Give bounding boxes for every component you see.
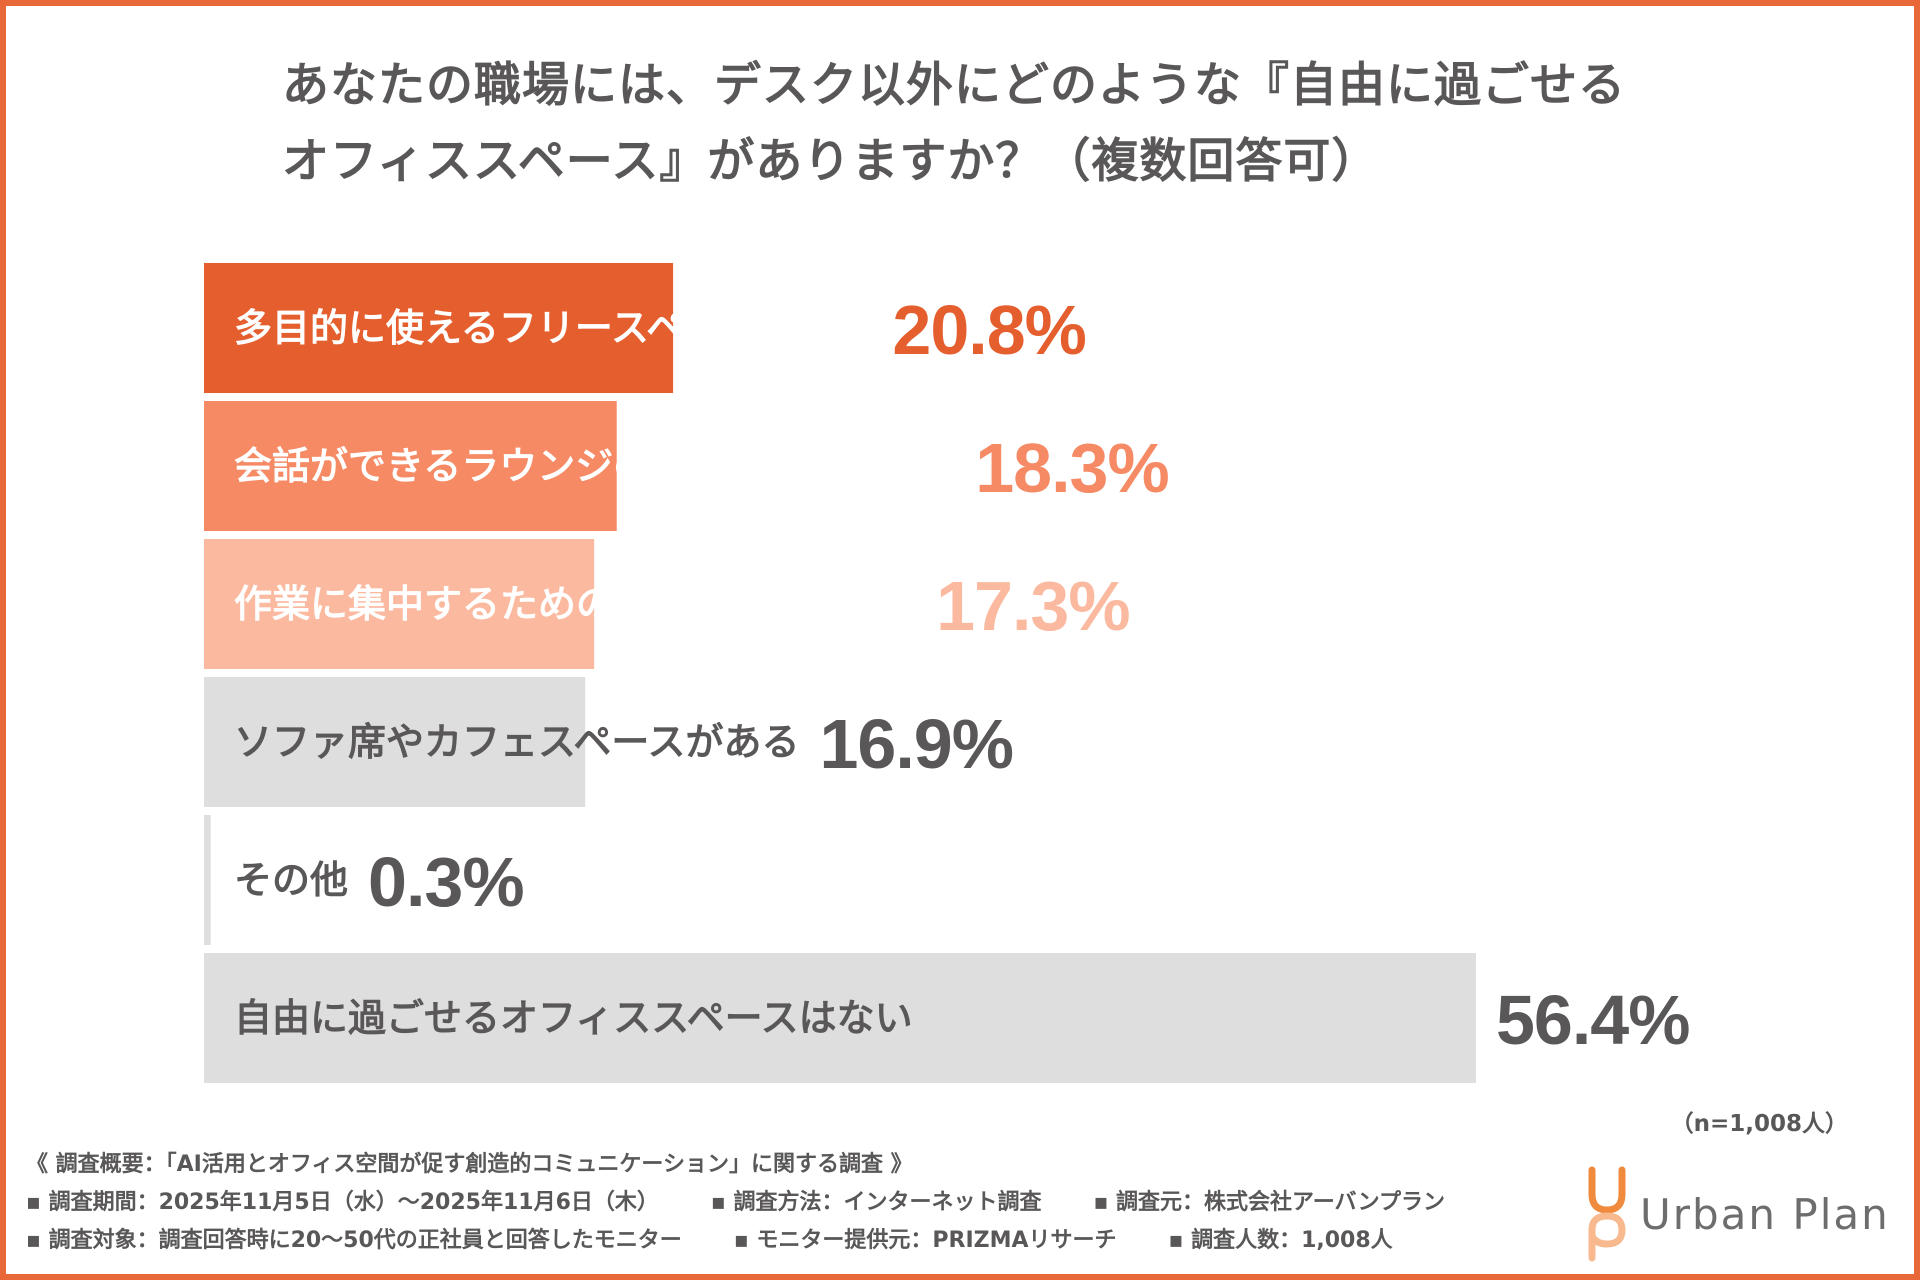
chart-title-line-1: あなたの職場には、デスク以外にどのような『自由に過ごせる [282,58,1626,113]
value-label-2: 18.3% [975,429,1168,507]
category-label-2: 会話ができるラウンジのような場所がある [234,444,955,488]
value-label-1: 20.8% [892,291,1085,369]
category-label-3: 作業に集中するための個別ブースがある [234,582,916,626]
survey-period: ▪ 調査期間：2025年11月5日（水）〜2025年11月6日（木） [26,1190,659,1215]
value-label-6: 56.4% [1496,981,1689,1059]
survey-provider: ▪ モニター提供元：PRIZMAリサーチ [733,1228,1117,1253]
urban-plan-logo-mark-icon [1588,1166,1626,1262]
survey-respondents: ▪ 調査人数：1,008人 [1168,1228,1393,1253]
category-label-4: ソファ席やカフェスペースがある [234,720,799,764]
bar-2 [204,401,617,531]
bar-1 [204,263,674,393]
survey-method: ▪ 調査方法：インターネット調査 [710,1190,1042,1215]
chart-title: あなたの職場には、デスク以外にどのような『自由に過ごせる オフィススペース』があ… [282,48,1682,200]
logo-text: Urban Plan [1640,1190,1890,1239]
value-label-5: 0.3% [368,843,524,921]
urban-plan-logo: Urban Plan [1582,1164,1892,1264]
bar-6 [204,953,1476,1083]
survey-target: ▪ 調査対象：調査回答時に20〜50代の正社員と回答したモニター [26,1228,682,1253]
sample-size-label: （n=1,008人） [1670,1111,1848,1137]
category-label-5: その他 [234,858,348,902]
value-label-3: 17.3% [936,567,1129,645]
bar-3 [204,539,595,669]
chart-title-line-2: オフィススペース』がありますか？（複数回答可） [282,134,1380,189]
value-label-4: 16.9% [819,705,1012,783]
category-label-1: 多目的に使えるフリースペースがある [234,306,872,350]
survey-heading: 《 調査概要：「AI活用とオフィス空間が促す創造的コミュニケーション」に関する調… [26,1152,913,1177]
category-label-6: 自由に過ごせるオフィススペースはない [234,996,913,1040]
bar-5 [204,815,211,945]
survey-organizer: ▪ 調査元：株式会社アーバンプラン [1093,1190,1445,1215]
bar-4 [204,677,586,807]
survey-overview: 《 調査概要：「AI活用とオフィス空間が促す創造的コミュニケーション」に関する調… [26,1146,1546,1260]
